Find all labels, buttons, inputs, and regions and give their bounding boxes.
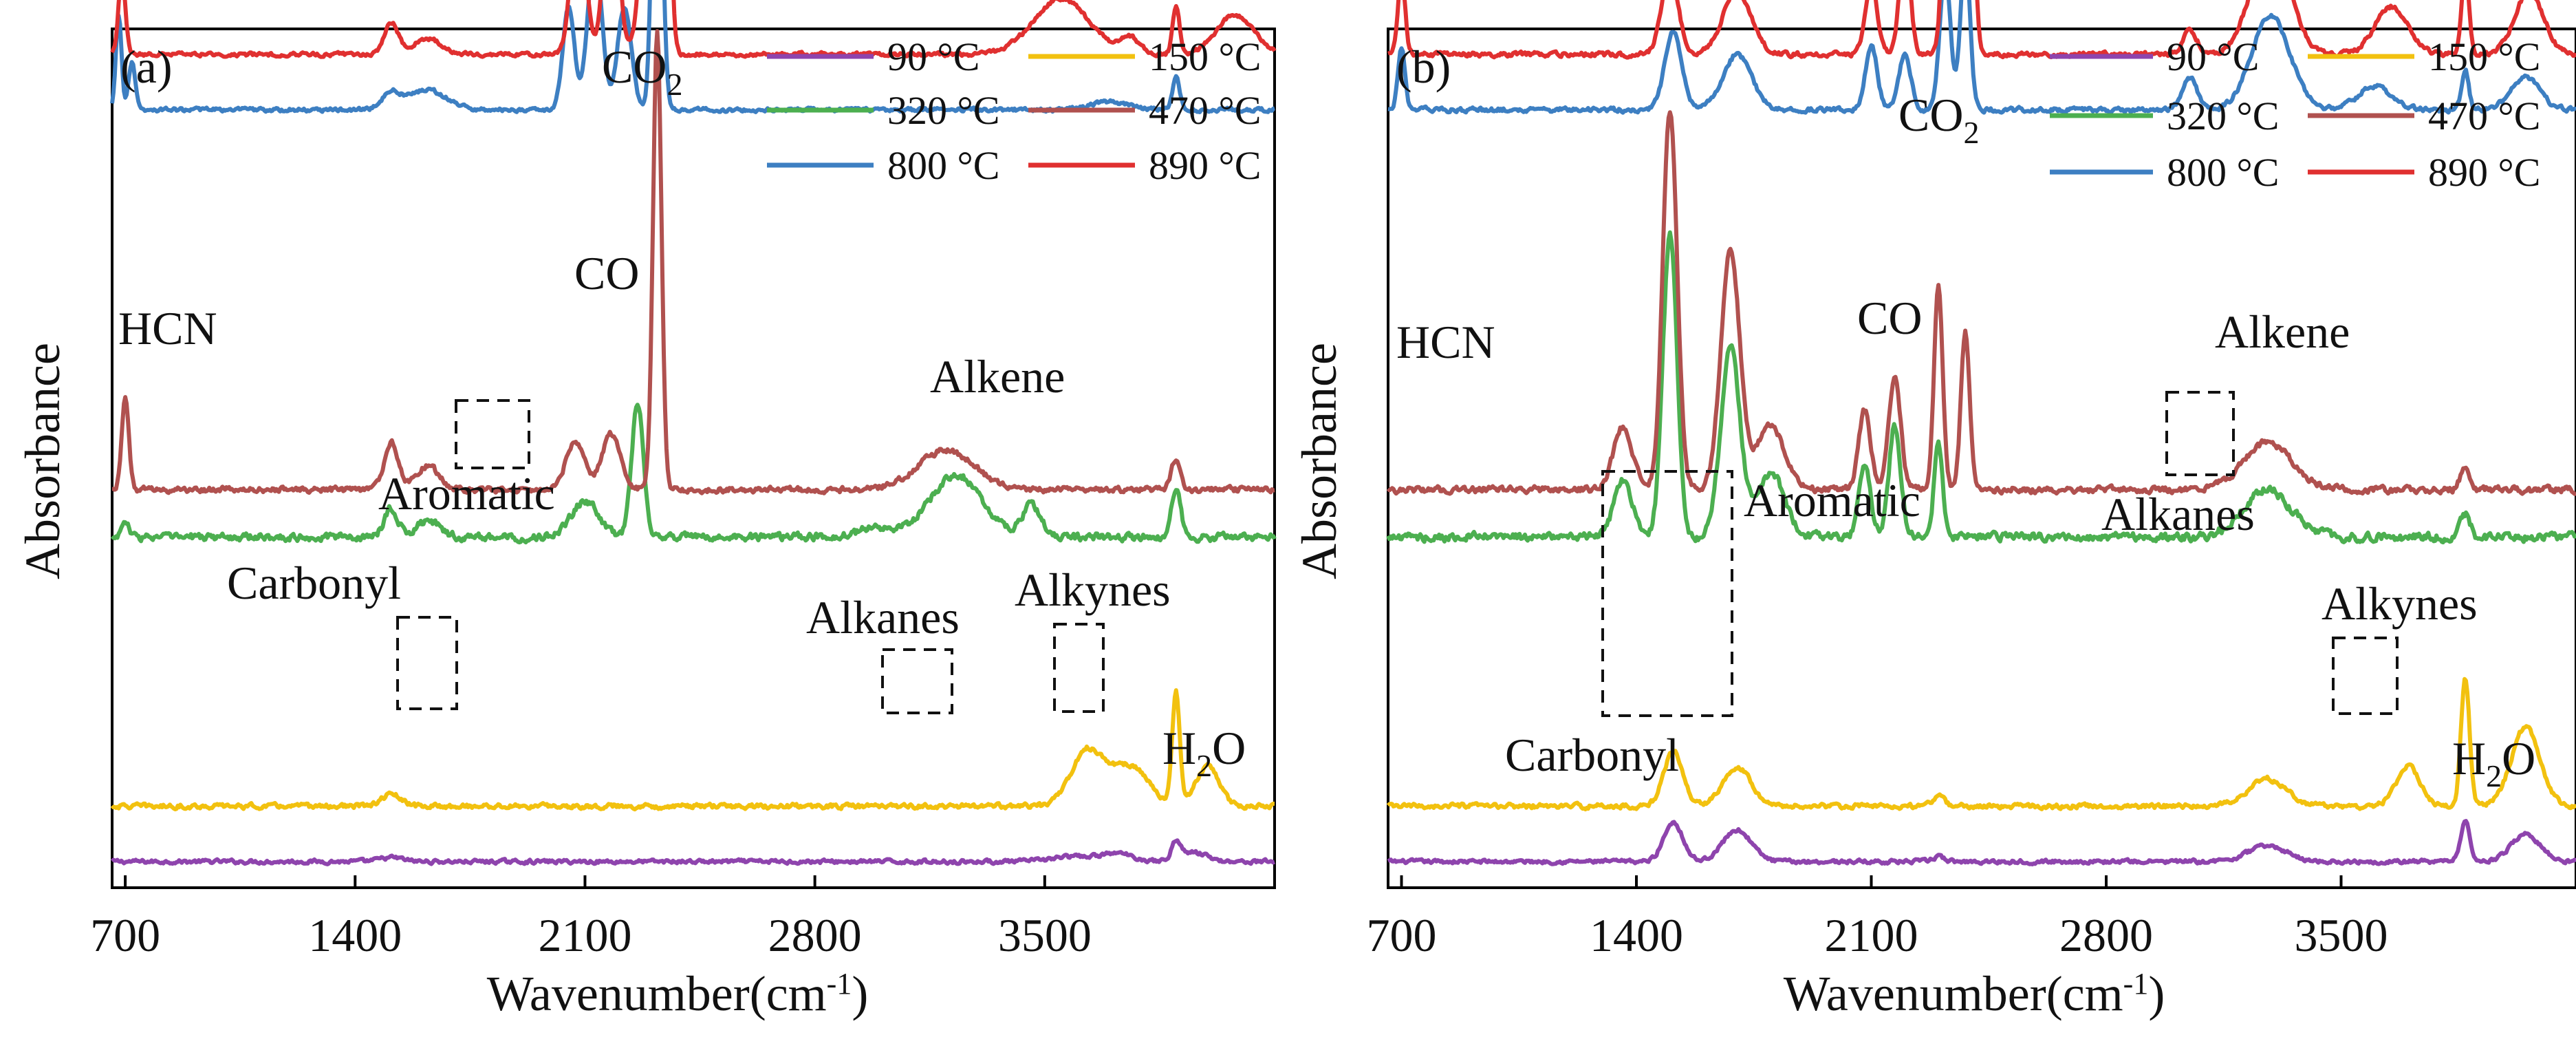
panel-b-carbonyl-box — [1601, 470, 1733, 717]
panel-a-alkanes-box — [881, 648, 953, 714]
panel-b-series-150c — [1386, 676, 2576, 811]
panel-a-series-320c — [110, 403, 1277, 545]
annotation-hcn: HCN — [118, 302, 217, 354]
annotation-carbonyl: Carbonyl — [1505, 729, 1679, 781]
annotation-h2o: H2O — [1162, 722, 1246, 783]
panel-a-xticks — [124, 875, 1046, 888]
panel-b-series-800c — [1387, 0, 2576, 115]
annotation-alkynes: Alkynes — [2321, 577, 2478, 630]
panel-a-xtick-label: 2100 — [538, 909, 631, 961]
panel-a-xtick-labels: 700 1400 2100 2800 3500 — [90, 909, 1092, 961]
annotation-h2o: H2O — [2452, 732, 2535, 793]
legend-label: 150 °C — [1149, 34, 1261, 79]
panel-b-xtick-label: 2800 — [2059, 909, 2153, 961]
panel-b-xticks — [1400, 875, 2343, 888]
panel-b-xtick-label: 2100 — [1825, 909, 1918, 961]
panel-a-ylabel: Absorbance — [15, 343, 70, 579]
annotation-alkynes: Alkynes — [1015, 564, 1171, 616]
panel-a-carbonyl-box — [396, 616, 458, 710]
panel-b-xtick-labels: 700 1400 2100 2800 3500 — [1367, 909, 2388, 961]
panel-a-frame — [111, 28, 1276, 889]
panel-b-series-470c — [1386, 110, 2576, 496]
panel-b-series-90c — [1387, 819, 2576, 866]
annotation-co2: CO2 — [602, 41, 682, 102]
panel-a-alkynes-box — [1053, 623, 1105, 713]
panel-a-series-90c — [110, 838, 1276, 866]
annotation-aromatic: Aromatic — [1744, 474, 1920, 526]
annotation-co: CO — [1857, 292, 1922, 344]
panel-a-xlabel: Wavenumber(cm-1) — [487, 966, 869, 1021]
panel-b-xlabel: Wavenumber(cm-1) — [1784, 966, 2165, 1021]
legend-label: 90 °C — [887, 34, 979, 79]
panel-a-aromatic-box — [455, 399, 530, 469]
panel-a-label: (a) — [120, 41, 172, 93]
panel-a-xtick-label: 700 — [90, 909, 160, 961]
panel-b: (b) Absorbance 700 1400 2100 2800 3500 W… — [1292, 0, 2576, 1021]
annotation-carbonyl: Carbonyl — [227, 557, 401, 609]
panel-b-alkynes-box — [2332, 637, 2399, 715]
legend-label: 470 °C — [2428, 94, 2540, 138]
legend-label: 890 °C — [1149, 143, 1261, 188]
panel-a-series-890c — [110, 0, 1277, 59]
annotation-co: CO — [574, 247, 639, 299]
annotation-hcn: HCN — [1396, 316, 1495, 368]
panel-b-xtick-label: 700 — [1367, 909, 1437, 961]
legend-label: 320 °C — [2167, 94, 2279, 138]
annotation-alkene: Alkene — [930, 350, 1065, 403]
panel-b-series-320c — [1386, 230, 2576, 545]
panel-b-label: (b) — [1396, 41, 1451, 93]
panel-a-series-800c — [110, 0, 1276, 114]
legend-label: 800 °C — [2167, 150, 2279, 195]
panel-b-frame — [1387, 28, 2576, 889]
panel-b-legend: 90 °C 150 °C 320 °C 470 °C 800 °C 890 °C — [2050, 34, 2540, 195]
annotation-alkanes: Alkanes — [806, 591, 960, 643]
legend-label: 320 °C — [887, 88, 999, 133]
annotation-alkanes: Alkanes — [2101, 488, 2255, 540]
panel-a-xtick-label: 3500 — [998, 909, 1092, 961]
panel-a-legend: 90 °C 150 °C 320 °C 470 °C 800 °C 890 °C — [767, 34, 1261, 188]
annotation-aromatic: Aromatic — [378, 467, 555, 520]
panel-b-ylabel: Absorbance — [1292, 343, 1347, 579]
panel-a-series-470c — [111, 29, 1276, 495]
legend-label: 800 °C — [887, 143, 999, 188]
panel-b-series — [1386, 0, 2576, 866]
annotation-co2: CO2 — [1898, 89, 1979, 150]
legend-label: 150 °C — [2428, 34, 2540, 79]
panel-a: (a) Absorbance 700 1400 2100 2800 3500 W… — [15, 0, 1277, 1021]
panel-a-series — [110, 0, 1277, 866]
legend-label: 470 °C — [1149, 88, 1261, 133]
legend-label: 890 °C — [2428, 150, 2540, 195]
legend-label: 90 °C — [2167, 34, 2259, 79]
panel-b-xtick-label: 1400 — [1590, 909, 1683, 961]
panel-b-alkanes-box — [2165, 391, 2235, 476]
panel-b-xtick-label: 3500 — [2295, 909, 2388, 961]
panel-a-series-150c — [110, 688, 1276, 812]
panel-b-series-890c — [1387, 0, 2576, 60]
annotation-alkene: Alkene — [2215, 306, 2350, 358]
panel-a-xtick-label: 2800 — [768, 909, 862, 961]
panel-a-xtick-label: 1400 — [308, 909, 402, 961]
